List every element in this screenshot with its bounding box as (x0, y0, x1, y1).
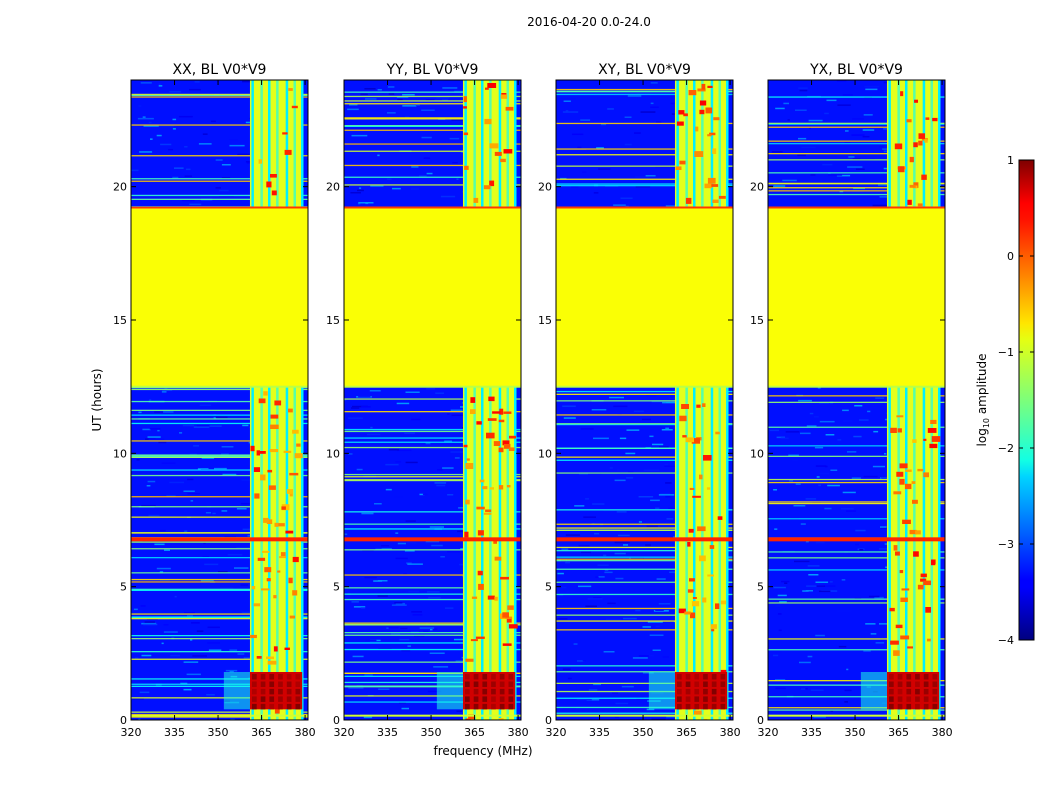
y-tick-label: 5 (333, 581, 340, 594)
x-tick-label: 335 (377, 726, 398, 739)
y-tick-label: 20 (326, 181, 340, 194)
x-tick-label: 365 (888, 726, 909, 739)
gap-band (556, 208, 733, 387)
panel-title: XX, BL V0*V9 (173, 62, 267, 78)
x-tick-label: 320 (758, 726, 779, 739)
strong-rfi-line (344, 537, 521, 542)
hot-block (462, 672, 516, 710)
panel-3: YX, BL V0*V9 320 335 350 365 380 0 5 10 15 20 (750, 62, 953, 739)
colorbar-label-sub: 10 (982, 418, 991, 428)
chart-suptitle: 2016-04-20 0.0-24.0 (527, 15, 651, 29)
panel-title: XY, BL V0*V9 (598, 62, 691, 78)
y-axis-label: UT (hours) (90, 368, 104, 431)
colorbar-tick-label: −4 (998, 634, 1014, 647)
panel-frame (767, 79, 946, 721)
x-tick-label: 335 (164, 726, 185, 739)
panel-image-2 (556, 80, 733, 720)
x-tick-label: 320 (546, 726, 567, 739)
gap-band (768, 208, 945, 387)
y-tick-label: 15 (538, 314, 552, 327)
x-tick-label: 380 (720, 726, 741, 739)
colorbar-tick-label: −1 (998, 346, 1014, 359)
panel-frame (343, 79, 522, 721)
y-tick-label: 5 (545, 581, 552, 594)
colorbar-label-suffix: amplitude (975, 354, 989, 418)
y-tick-label: 20 (113, 181, 127, 194)
x-tick-label: 350 (845, 726, 866, 739)
y-tick-label: 10 (113, 447, 127, 460)
y-tick-label: 5 (757, 581, 764, 594)
x-tick-label: 380 (508, 726, 529, 739)
colorbar-tick-label: −3 (998, 538, 1014, 551)
x-tick-label: 380 (932, 726, 953, 739)
y-tick-label: 10 (538, 447, 552, 460)
y-tick-label: 20 (750, 181, 764, 194)
x-tick-label: 380 (295, 726, 316, 739)
panel-frame (130, 79, 309, 721)
x-axis-label: frequency (MHz) (433, 744, 532, 758)
x-tick-label: 350 (421, 726, 442, 739)
x-tick-label: 365 (464, 726, 485, 739)
rfi-band (249, 80, 303, 720)
strong-rfi-line (131, 537, 308, 542)
y-tick-label: 0 (333, 714, 340, 727)
x-tick-label: 320 (334, 726, 355, 739)
y-tick-label: 10 (750, 447, 764, 460)
x-tick-label: 350 (208, 726, 229, 739)
x-tick-label: 320 (121, 726, 142, 739)
y-tick-label: 15 (750, 314, 764, 327)
hot-block (249, 672, 303, 710)
colorbar-tick-label: −2 (998, 442, 1014, 455)
y-tick-label: 20 (538, 181, 552, 194)
colorbar-tick-label: 1 (1007, 154, 1014, 167)
strong-rfi-line (556, 537, 733, 542)
hot-block (674, 672, 728, 710)
gap-band (131, 208, 308, 387)
gap-band (344, 208, 521, 387)
y-tick-label: 0 (120, 714, 127, 727)
y-tick-label: 15 (326, 314, 340, 327)
colorbar-gradient (1018, 159, 1035, 641)
colorbar-label: log10 amplitude (975, 354, 991, 447)
panel-title: YY, BL V0*V9 (386, 62, 479, 78)
panel-image-0 (131, 80, 308, 720)
panel-2: XY, BL V0*V9 320 335 350 365 380 0 5 10 15 20 (538, 62, 741, 739)
panel-1: YY, BL V0*V9 320 335 350 365 380 0 5 10 15 20 (326, 62, 529, 739)
colorbar-tick-label: 0 (1007, 250, 1014, 263)
panel-frame (555, 79, 734, 721)
colorbar-label-prefix: log (975, 428, 989, 446)
x-tick-label: 350 (633, 726, 654, 739)
y-tick-label: 10 (326, 447, 340, 460)
rfi-band (674, 80, 728, 720)
x-tick-label: 365 (676, 726, 697, 739)
y-tick-label: 0 (757, 714, 764, 727)
x-tick-label: 335 (589, 726, 610, 739)
hot-block (886, 672, 940, 710)
x-tick-label: 365 (251, 726, 272, 739)
y-tick-label: 5 (120, 581, 127, 594)
colorbar-ticks: 1 0 −1 −2 −3 −4 (998, 154, 1034, 647)
panel-image-1 (344, 80, 521, 720)
y-tick-label: 0 (545, 714, 552, 727)
panel-title: YX, BL V0*V9 (809, 62, 903, 78)
panel-image-3 (768, 80, 945, 720)
panel-0: XX, BL V0*V9 320 335 350 365 380 0 5 10 15 20 (113, 62, 316, 739)
x-tick-label: 335 (801, 726, 822, 739)
y-tick-label: 15 (113, 314, 127, 327)
colorbar: 10−1−2−3−4 log10 amplitude (975, 154, 1035, 647)
strong-rfi-line (768, 537, 945, 542)
